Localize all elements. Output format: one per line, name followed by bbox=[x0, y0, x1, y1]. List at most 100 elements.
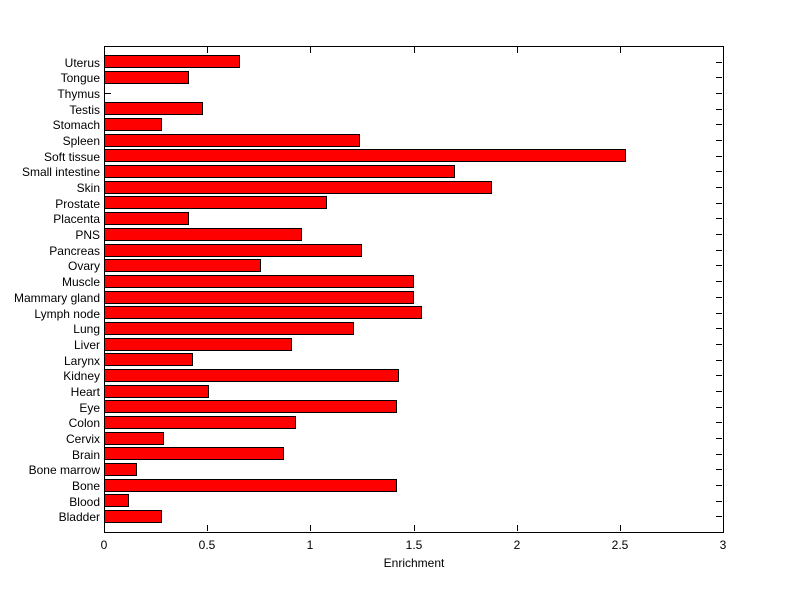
y-axis-tick-right bbox=[716, 234, 722, 235]
y-axis-tick-right bbox=[716, 218, 722, 219]
y-tick-label: Larynx bbox=[63, 354, 100, 368]
x-axis-tick-top bbox=[104, 47, 105, 53]
bar-placenta bbox=[104, 212, 189, 225]
y-tick-label: PNS bbox=[75, 228, 100, 242]
x-tick-label: 1.5 bbox=[405, 538, 423, 552]
bar-pancreas bbox=[104, 244, 362, 257]
y-axis-tick-right bbox=[716, 265, 722, 266]
y-tick-label: Lung bbox=[73, 322, 100, 336]
y-tick-label: Uterus bbox=[64, 56, 100, 70]
y-tick-label: Eye bbox=[79, 401, 100, 415]
y-tick-label: Testis bbox=[69, 103, 100, 117]
y-axis-tick-right bbox=[716, 281, 722, 282]
x-axis-tick-bottom bbox=[723, 525, 724, 531]
y-axis-tick-right bbox=[716, 250, 722, 251]
y-axis-tick-right bbox=[716, 156, 722, 157]
bar-muscle bbox=[104, 275, 414, 288]
x-tick-label: 2.5 bbox=[611, 538, 629, 552]
x-tick-label: 3 bbox=[719, 538, 727, 552]
bar-small-intestine bbox=[104, 165, 455, 178]
bar-stomach bbox=[104, 118, 162, 131]
y-tick-label: Pancreas bbox=[49, 244, 100, 258]
y-tick-label: Small intestine bbox=[21, 165, 100, 179]
y-axis-tick-right bbox=[716, 328, 722, 329]
y-axis-tick-right bbox=[716, 77, 722, 78]
y-axis-tick-left bbox=[105, 93, 111, 94]
y-axis-tick-right bbox=[716, 422, 722, 423]
y-tick-label: Skin bbox=[76, 181, 100, 195]
x-axis-tick-bottom bbox=[310, 525, 311, 531]
bar-lymph-node bbox=[104, 306, 422, 319]
y-axis-tick-right bbox=[716, 124, 722, 125]
y-tick-label: Bone bbox=[71, 479, 100, 493]
bar-larynx bbox=[104, 353, 193, 366]
y-tick-label: Muscle bbox=[61, 275, 100, 289]
bar-spleen bbox=[104, 134, 360, 147]
y-axis-tick-right bbox=[716, 438, 722, 439]
y-axis-tick-right bbox=[716, 454, 722, 455]
x-tick-label: 0 bbox=[100, 538, 108, 552]
x-tick-label: 2 bbox=[513, 538, 521, 552]
bar-eye bbox=[104, 400, 397, 413]
bar-kidney bbox=[104, 369, 399, 382]
y-tick-label: Liver bbox=[73, 338, 100, 352]
y-tick-label: Colon bbox=[68, 416, 100, 430]
bar-soft-tissue bbox=[104, 149, 626, 162]
y-tick-label: Prostate bbox=[55, 197, 100, 211]
bar-prostate bbox=[104, 196, 327, 209]
x-tick-label: 0.5 bbox=[198, 538, 216, 552]
y-axis-tick-right bbox=[716, 171, 722, 172]
bar-ovary bbox=[104, 259, 261, 272]
bar-uterus bbox=[104, 55, 240, 68]
y-axis-tick-right bbox=[716, 203, 722, 204]
bar-colon bbox=[104, 416, 296, 429]
y-tick-label: Placenta bbox=[53, 212, 100, 226]
y-axis-tick-right bbox=[716, 360, 722, 361]
y-tick-label: Cervix bbox=[65, 432, 100, 446]
y-tick-label: Kidney bbox=[63, 369, 100, 383]
x-axis-tick-bottom bbox=[207, 525, 208, 531]
y-tick-label: Thymus bbox=[57, 87, 100, 101]
y-axis-tick-right bbox=[716, 313, 722, 314]
bar-skin bbox=[104, 181, 492, 194]
y-tick-label: Soft tissue bbox=[43, 150, 100, 164]
y-axis-tick-right bbox=[716, 485, 722, 486]
x-axis-tick-top bbox=[414, 47, 415, 53]
x-axis-tick-bottom bbox=[517, 525, 518, 531]
bar-bone bbox=[104, 479, 397, 492]
x-tick-label: 1 bbox=[306, 538, 314, 552]
y-tick-label: Bladder bbox=[58, 510, 100, 524]
y-axis-tick-right bbox=[716, 93, 722, 94]
bar-pns bbox=[104, 228, 302, 241]
bar-cervix bbox=[104, 432, 164, 445]
y-axis-tick-right bbox=[716, 140, 722, 141]
y-axis-tick-right bbox=[716, 407, 722, 408]
y-tick-label: Heart bbox=[70, 385, 100, 399]
bar-mammary-gland bbox=[104, 291, 414, 304]
y-axis-tick-right bbox=[716, 391, 722, 392]
y-axis-tick-right bbox=[716, 187, 722, 188]
y-axis-tick-right bbox=[716, 375, 722, 376]
bar-blood bbox=[104, 494, 129, 507]
y-axis-tick-right bbox=[716, 501, 722, 502]
y-axis-tick-right bbox=[716, 62, 722, 63]
bar-heart bbox=[104, 385, 209, 398]
y-tick-label: Blood bbox=[69, 495, 100, 509]
y-axis-tick-right bbox=[716, 469, 722, 470]
x-axis-tick-top bbox=[620, 47, 621, 53]
x-axis-tick-bottom bbox=[414, 525, 415, 531]
bar-liver bbox=[104, 338, 292, 351]
y-axis-tick-right bbox=[716, 297, 722, 298]
x-axis-tick-top bbox=[723, 47, 724, 53]
bar-bladder bbox=[104, 510, 162, 523]
x-axis-label: Enrichment bbox=[383, 556, 445, 570]
y-tick-label: Mammary gland bbox=[13, 291, 100, 305]
y-axis-tick-right bbox=[716, 516, 722, 517]
y-tick-label: Spleen bbox=[62, 134, 100, 148]
y-tick-label: Ovary bbox=[67, 259, 100, 273]
y-axis-tick-right bbox=[716, 109, 722, 110]
y-axis-tick-right bbox=[716, 344, 722, 345]
y-tick-label: Stomach bbox=[52, 118, 100, 132]
bar-bone-marrow bbox=[104, 463, 137, 476]
